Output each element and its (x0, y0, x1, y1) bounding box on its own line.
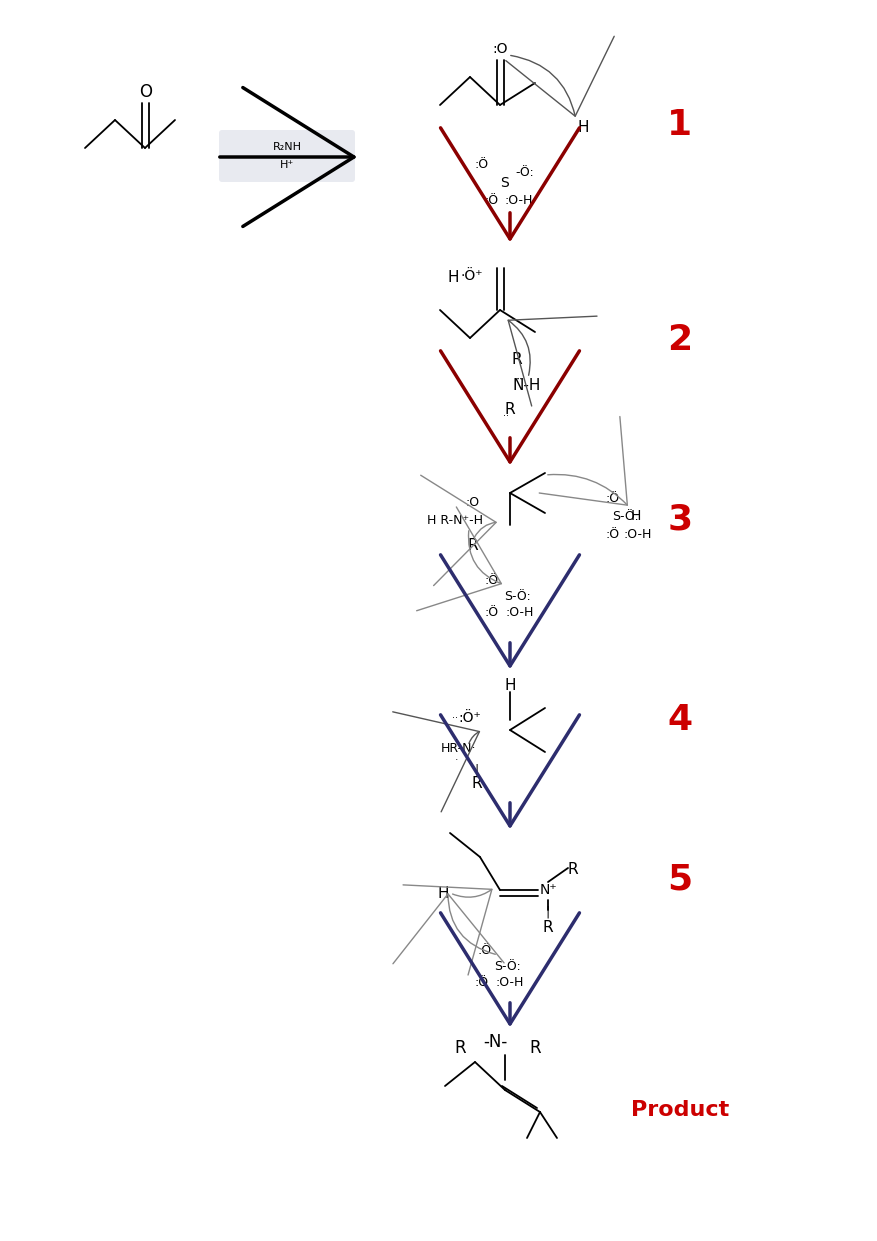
Text: R: R (543, 921, 553, 936)
Text: :O-H: :O-H (496, 975, 524, 989)
Text: H: H (447, 271, 459, 285)
Text: :O-H: :O-H (505, 195, 533, 207)
Text: S-Ö:: S-Ö: (495, 959, 521, 973)
Text: -N-: -N- (483, 1033, 507, 1051)
Text: H⁺: H⁺ (280, 160, 294, 170)
Text: H: H (504, 678, 516, 692)
Text: O: O (139, 83, 153, 101)
Text: :Ö: :Ö (606, 491, 620, 505)
Text: R: R (467, 537, 478, 552)
Text: H R-N⁺-H: H R-N⁺-H (427, 514, 483, 526)
Text: N̈-H: N̈-H (513, 377, 541, 392)
Text: :Ö: :Ö (485, 573, 499, 587)
Text: :Ö: :Ö (485, 606, 499, 618)
Text: N⁺: N⁺ (539, 884, 557, 897)
Text: 1: 1 (667, 108, 693, 141)
Text: HR-N·: HR-N· (441, 742, 477, 755)
Text: ··: ·· (452, 714, 458, 724)
Text: |: | (474, 763, 479, 777)
Text: :Ö: :Ö (606, 527, 620, 541)
Text: :Ö⁺: :Ö⁺ (459, 711, 481, 725)
Text: S: S (501, 176, 510, 190)
Text: ··: ·· (503, 411, 509, 421)
Text: 5: 5 (667, 862, 693, 897)
Text: :O-H: :O-H (624, 527, 652, 541)
Text: :O-H: :O-H (506, 606, 534, 618)
Text: |: | (545, 906, 550, 918)
Text: :Ö: :Ö (485, 195, 499, 207)
Text: :O: :O (492, 42, 508, 56)
Text: R: R (504, 402, 516, 417)
Text: R: R (454, 1039, 466, 1057)
Text: :Ö: :Ö (475, 159, 489, 171)
Text: H: H (438, 886, 449, 901)
Text: R: R (511, 352, 523, 367)
Text: 3: 3 (667, 503, 693, 537)
Text: R₂NH: R₂NH (273, 141, 302, 151)
Text: :Ö: :Ö (478, 943, 492, 957)
Text: 2: 2 (667, 323, 693, 357)
Text: Product: Product (631, 1100, 729, 1119)
Text: R: R (567, 862, 578, 877)
Text: ·Ö⁺: ·Ö⁺ (460, 269, 483, 283)
FancyBboxPatch shape (219, 130, 355, 182)
Text: 4: 4 (667, 702, 693, 737)
Text: S-Ö:: S-Ö: (613, 510, 639, 522)
Text: :Ö: :Ö (475, 975, 489, 989)
Text: S-Ö:: S-Ö: (504, 589, 531, 602)
Text: R: R (529, 1039, 541, 1057)
Text: R: R (472, 777, 482, 792)
Text: H: H (631, 509, 641, 522)
Text: -Ö:: -Ö: (516, 166, 534, 180)
Text: ·: · (449, 755, 459, 764)
Text: H: H (577, 120, 588, 135)
Text: :O: :O (466, 495, 480, 509)
